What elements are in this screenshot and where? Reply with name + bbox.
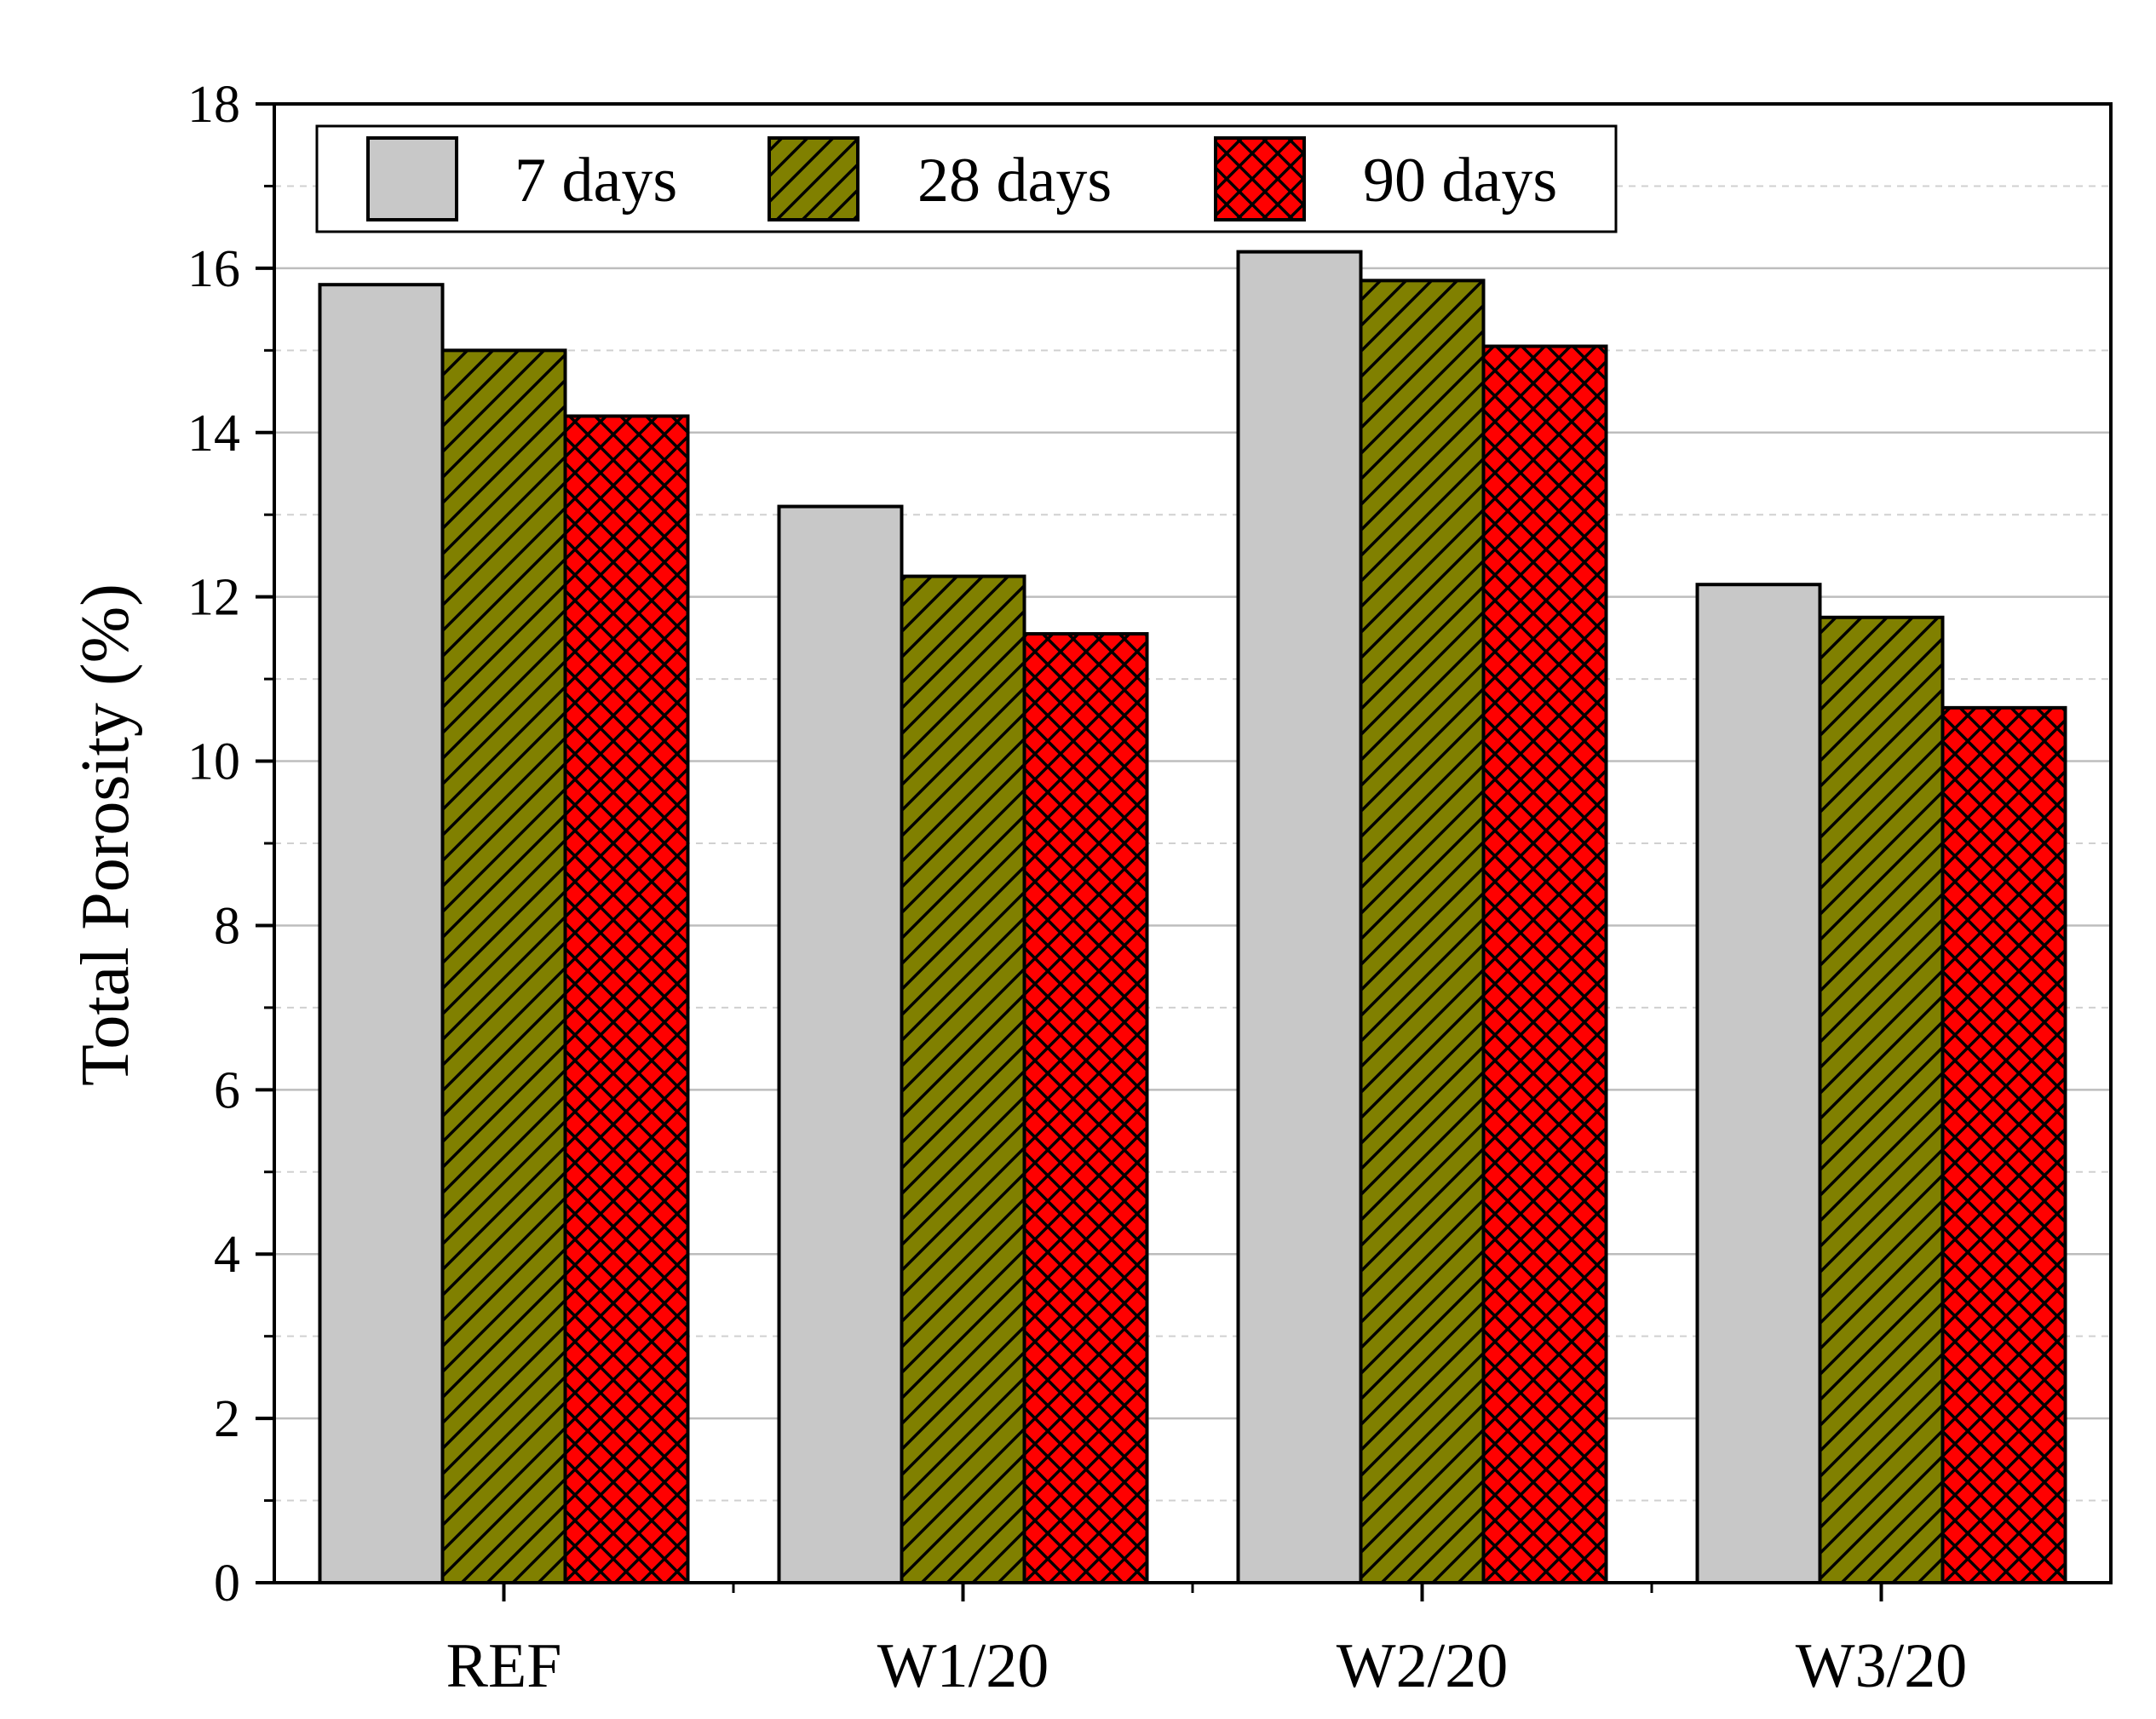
bar-28-days-W1-20: [900, 574, 1026, 1584]
y-tick-label: 18: [187, 76, 240, 134]
legend-box: [315, 124, 1618, 233]
bar-7-days-REF: [318, 283, 445, 1585]
y-tick-label: 14: [187, 405, 240, 463]
bar-28-days-REF: [440, 348, 567, 1584]
x-category-label: W3/20: [1796, 1631, 1967, 1701]
y-axis-title: Total Porosity (%): [68, 584, 143, 1086]
bar-90-days-W2-20: [1481, 344, 1608, 1584]
x-category-label: REF: [446, 1631, 562, 1701]
legend: 7 days 28 days 90 days: [315, 124, 1618, 233]
bar-7-days-W2-20: [1236, 250, 1363, 1585]
y-tick-label: 12: [187, 569, 240, 627]
legend-label: 90 days: [1363, 146, 1557, 216]
bar-90-days-W1-20: [1022, 632, 1149, 1584]
bar-90-days-W3-20: [1940, 705, 2067, 1584]
bar-28-days-W2-20: [1359, 279, 1486, 1584]
x-category-label: W1/20: [877, 1631, 1049, 1701]
y-tick-label: 0: [214, 1555, 240, 1613]
bar-28-days-W3-20: [1818, 615, 1945, 1584]
bar-90-days-REF: [563, 414, 690, 1584]
legend-swatch-7-days: [366, 136, 458, 221]
bar-7-days-W3-20: [1695, 583, 1822, 1585]
bar-7-days-W1-20: [777, 504, 904, 1584]
y-tick-label: 4: [214, 1226, 240, 1284]
x-category-label: W2/20: [1337, 1631, 1508, 1701]
legend-label: 7 days: [515, 146, 677, 216]
y-tick-label: 10: [187, 733, 240, 791]
axes: [256, 102, 2113, 1601]
legend-swatch-90-days: [1214, 136, 1306, 221]
y-tick-label: 6: [214, 1061, 240, 1119]
axis-labels: 0 2 4 6 8 10 12 14 16 18 REF W1/20 W2/20 W3/20: [187, 76, 1967, 1701]
y-tick-label: 2: [214, 1390, 240, 1448]
bar-series: [318, 250, 2067, 1585]
legend-swatch-28-days: [768, 136, 860, 221]
legend-label: 28 days: [917, 146, 1112, 216]
y-tick-label: 8: [214, 897, 240, 955]
y-tick-label: 16: [187, 240, 240, 298]
